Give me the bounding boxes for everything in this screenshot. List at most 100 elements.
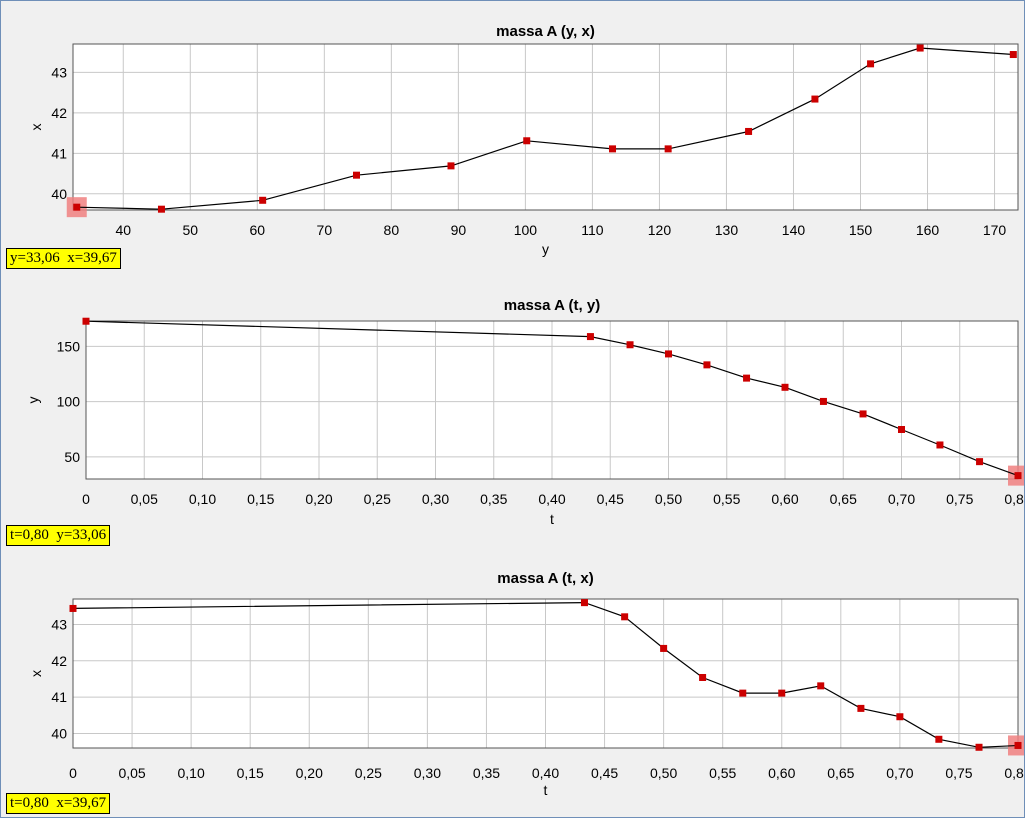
chart-title: massa A (t, y) bbox=[504, 297, 600, 314]
x-tick-label: 0,45 bbox=[597, 491, 624, 507]
data-point[interactable] bbox=[82, 317, 90, 325]
data-point[interactable] bbox=[259, 196, 267, 204]
x-tick-label: 0,15 bbox=[237, 765, 264, 781]
x-tick-label: 0,40 bbox=[532, 765, 559, 781]
x-tick-label: 0,10 bbox=[178, 765, 205, 781]
x-tick-label: 0,25 bbox=[355, 765, 382, 781]
y-tick-label: 43 bbox=[51, 64, 67, 80]
data-point[interactable] bbox=[1009, 51, 1017, 59]
data-point[interactable] bbox=[898, 426, 905, 434]
data-point[interactable] bbox=[703, 361, 711, 369]
cursor-readout-t-y: t=0,80 y=33,06 bbox=[6, 525, 111, 546]
x-tick-label: 0,50 bbox=[650, 765, 677, 781]
data-point[interactable] bbox=[665, 350, 672, 358]
data-point[interactable] bbox=[1014, 741, 1022, 749]
data-point[interactable] bbox=[626, 341, 634, 349]
x-tick-label: 40 bbox=[115, 222, 131, 238]
data-point[interactable] bbox=[580, 599, 588, 607]
x-tick-label: 70 bbox=[317, 222, 333, 238]
x-axis-label: y bbox=[542, 241, 549, 257]
y-axis-label: x bbox=[28, 670, 44, 677]
data-point[interactable] bbox=[745, 127, 753, 135]
x-tick-label: 50 bbox=[182, 222, 198, 238]
y-tick-label: 40 bbox=[51, 725, 67, 741]
x-tick-label: 0,30 bbox=[422, 491, 449, 507]
data-point[interactable] bbox=[817, 682, 825, 690]
plot-area bbox=[73, 44, 1018, 210]
data-point[interactable] bbox=[660, 644, 668, 652]
data-point[interactable] bbox=[819, 397, 827, 405]
x-tick-label: 0 bbox=[82, 491, 90, 507]
data-point[interactable] bbox=[353, 171, 360, 179]
x-tick-label: 0 bbox=[69, 765, 77, 781]
x-axis-label: t bbox=[550, 511, 554, 527]
data-point[interactable] bbox=[447, 162, 455, 170]
data-point[interactable] bbox=[916, 44, 924, 52]
x-tick-label: 0,65 bbox=[827, 765, 854, 781]
plot-border bbox=[85, 320, 1019, 480]
chart-title: massa A (t, x) bbox=[497, 570, 593, 587]
data-point[interactable] bbox=[936, 441, 944, 449]
y-tick-label: 40 bbox=[51, 186, 67, 202]
data-point[interactable] bbox=[975, 743, 983, 751]
data-point[interactable] bbox=[778, 689, 786, 697]
data-point[interactable] bbox=[976, 458, 984, 466]
chart-panel-y-x: massa A (y, x) 40 50 60 70 80 90 100 110 120 130 14… bbox=[1, 1, 1024, 273]
x-tick-label: 100 bbox=[514, 222, 538, 238]
y-axis-label: x bbox=[28, 124, 44, 131]
data-point[interactable] bbox=[739, 689, 747, 697]
chart-y-x[interactable]: massa A (y, x) 40 50 60 70 80 90 100 110 120 130 14… bbox=[1, 1, 1024, 273]
chart-panel-t-y: massa A (t, y) 0 0,05 0,10 0,15 0,20 0,25 0,30 0… bbox=[1, 273, 1024, 551]
y-tick-label: 42 bbox=[51, 105, 67, 121]
data-point[interactable] bbox=[73, 203, 81, 211]
x-tick-label: 0,75 bbox=[946, 491, 973, 507]
data-point[interactable] bbox=[857, 704, 865, 712]
x-tick-label: 0,55 bbox=[709, 765, 736, 781]
chart-t-x[interactable]: massa A (t, x) 0 0,05 0,10 0,15 0,20 0,25 0,30 0… bbox=[1, 551, 1024, 817]
data-point[interactable] bbox=[743, 374, 751, 382]
x-tick-label: 0,35 bbox=[480, 491, 507, 507]
x-tick-label: 80 bbox=[384, 222, 400, 238]
y-axis-label: y bbox=[25, 397, 41, 404]
x-tick-label: 0,60 bbox=[771, 491, 798, 507]
data-point[interactable] bbox=[586, 333, 594, 341]
data-point[interactable] bbox=[896, 713, 904, 721]
data-point[interactable] bbox=[69, 604, 77, 612]
x-tick-label: 0,55 bbox=[713, 491, 740, 507]
data-point[interactable] bbox=[157, 205, 165, 213]
cursor-readout-t-x: t=0,80 x=39,67 bbox=[6, 793, 111, 814]
x-tick-label: 130 bbox=[715, 222, 739, 238]
data-point[interactable] bbox=[781, 383, 789, 391]
data-point[interactable] bbox=[609, 145, 617, 153]
data-point[interactable] bbox=[523, 137, 531, 145]
x-tick-label: 0,10 bbox=[189, 491, 216, 507]
x-tick-label: 0,40 bbox=[538, 491, 565, 507]
data-point[interactable] bbox=[621, 613, 629, 621]
data-point[interactable] bbox=[811, 95, 819, 103]
x-tick-label: 0,80 bbox=[1004, 765, 1024, 781]
x-tick-label: 0,20 bbox=[296, 765, 323, 781]
y-tick-label: 41 bbox=[51, 689, 67, 705]
x-tick-label: 110 bbox=[581, 222, 604, 238]
chart-t-y[interactable]: massa A (t, y) 0 0,05 0,10 0,15 0,20 0,25 0,30 0… bbox=[1, 273, 1024, 551]
chart-panel-t-x: massa A (t, x) 0 0,05 0,10 0,15 0,20 0,25 0,30 0… bbox=[1, 551, 1024, 817]
plot-border bbox=[72, 43, 1019, 211]
x-tick-label: 150 bbox=[849, 222, 873, 238]
data-point[interactable] bbox=[935, 735, 943, 743]
x-tick-label: 0,20 bbox=[305, 491, 332, 507]
chart-title: massa A (y, x) bbox=[496, 23, 595, 40]
data-point[interactable] bbox=[859, 410, 867, 418]
data-point[interactable] bbox=[699, 673, 707, 681]
y-tick-label: 100 bbox=[57, 394, 81, 410]
x-tick-label: 160 bbox=[916, 222, 940, 238]
data-point[interactable] bbox=[867, 60, 875, 68]
x-tick-label: 140 bbox=[782, 222, 806, 238]
x-tick-label: 0,25 bbox=[364, 491, 391, 507]
data-point[interactable] bbox=[664, 145, 672, 153]
x-tick-label: 0,45 bbox=[591, 765, 618, 781]
x-tick-label: 0,70 bbox=[886, 765, 913, 781]
x-tick-label: 60 bbox=[250, 222, 266, 238]
y-tick-label: 41 bbox=[51, 145, 67, 161]
data-point[interactable] bbox=[1014, 472, 1022, 480]
